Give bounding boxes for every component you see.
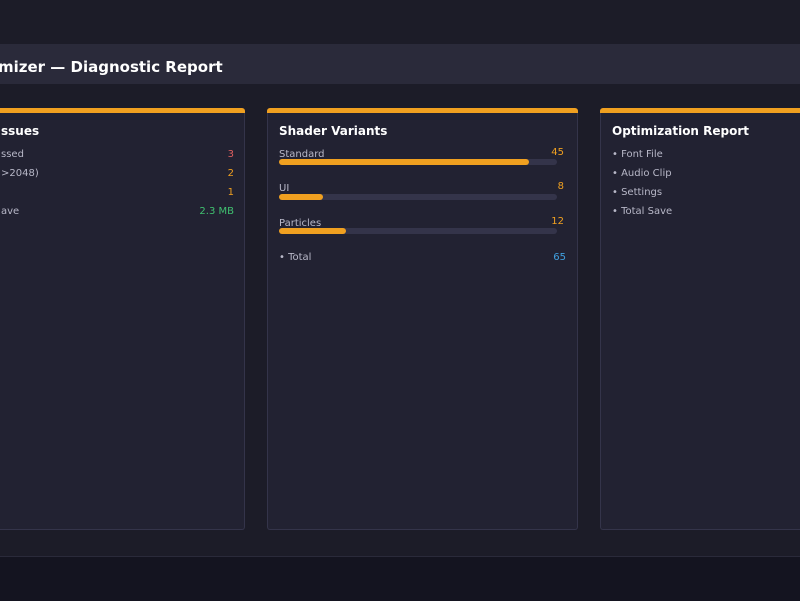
shader-variants-panel: Shader Variants Standard 45 UI 8 Particl… bbox=[267, 108, 578, 530]
page-title: mizer — Diagnostic Report bbox=[0, 58, 223, 76]
shader-variants-heading: Shader Variants bbox=[279, 124, 388, 138]
shader-bar-fill bbox=[279, 228, 346, 234]
shader-bar-fill bbox=[279, 159, 530, 165]
issues-panel-heading: ssues bbox=[1, 124, 40, 138]
shader-bar-label: Particles bbox=[279, 218, 322, 229]
panel-accent-bar bbox=[0, 108, 245, 113]
optimization-item: • Font File bbox=[612, 149, 663, 160]
shader-bar-value: 8 bbox=[557, 181, 564, 192]
shader-bar-label: UI bbox=[279, 183, 290, 194]
issue-label: ave bbox=[1, 206, 20, 217]
shader-bar-track bbox=[279, 194, 557, 200]
optimization-item: • Settings bbox=[612, 187, 663, 198]
issue-label: ssed bbox=[1, 149, 24, 160]
issue-value: 1 bbox=[227, 187, 234, 198]
shader-bar-fill bbox=[279, 194, 324, 200]
optimization-item: • Total Save bbox=[612, 206, 673, 217]
top-bar bbox=[0, 0, 800, 44]
panel-accent-bar bbox=[600, 108, 800, 113]
issue-value: 3 bbox=[227, 149, 234, 160]
footer-bar bbox=[0, 556, 800, 601]
issue-label: >2048) bbox=[1, 168, 39, 179]
issue-value: 2 bbox=[227, 168, 234, 179]
shader-total-label: • Total bbox=[279, 252, 312, 263]
optimization-report-heading: Optimization Report bbox=[612, 124, 750, 138]
shader-bar-label: Standard bbox=[279, 149, 325, 160]
optimization-item: • Audio Clip bbox=[612, 168, 672, 179]
title-bar bbox=[0, 44, 800, 84]
panel-accent-bar bbox=[267, 108, 578, 113]
shader-bar-value: 12 bbox=[551, 216, 564, 227]
issue-value: 2.3 MB bbox=[199, 206, 234, 217]
shader-total-value: 65 bbox=[553, 252, 566, 263]
issues-panel: ssues ssed 3 >2048) 2 1 ave 2.3 MB bbox=[0, 108, 245, 530]
shader-bar-value: 45 bbox=[551, 147, 564, 158]
shader-bar-track bbox=[279, 228, 557, 234]
optimization-report-panel: Optimization Report • Font File • Audio … bbox=[600, 108, 800, 530]
shader-bar-track bbox=[279, 159, 557, 165]
